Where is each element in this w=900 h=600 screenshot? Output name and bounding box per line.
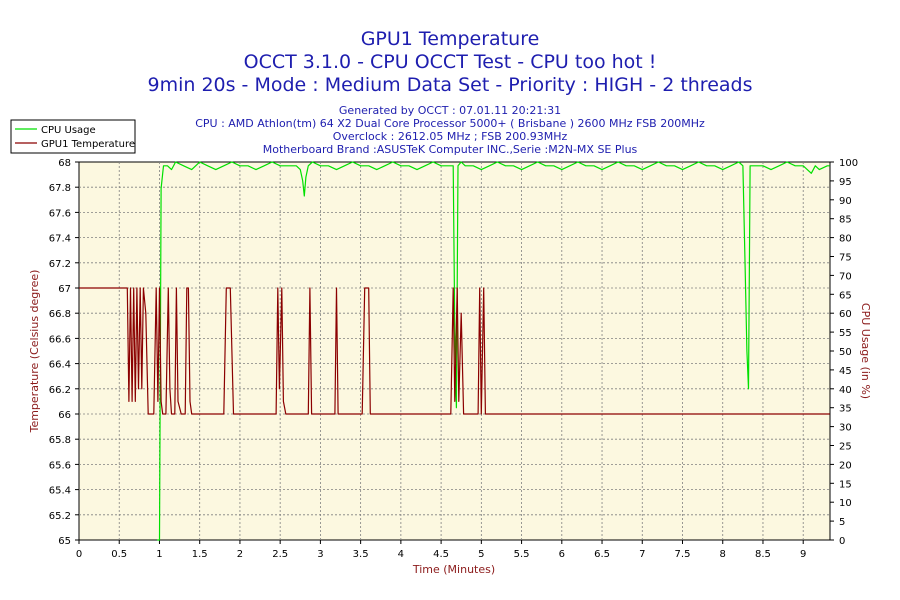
legend: CPU Usage GPU1 Temperature	[10, 119, 136, 154]
x-tick-label: 0.5	[111, 549, 127, 560]
x-tick-label: 8	[720, 549, 726, 560]
title-line-1: GPU1 Temperature	[361, 28, 540, 50]
left-tick-label: 65	[58, 536, 71, 547]
right-tick-label: 65	[839, 290, 852, 301]
left-tick-label: 67.2	[49, 259, 71, 270]
subtitle-line-2: CPU : AMD Athlon(tm) 64 X2 Dual Core Pro…	[195, 117, 705, 130]
x-axis-ticks: 0 0.5 1 1.5 2 2.5 3 3.5 4 4.5 5 5.5 6 6.5 7 7.5 8 8.5 9	[76, 540, 806, 560]
right-tick-label: 80	[839, 234, 852, 245]
left-tick-label: 65.4	[49, 486, 71, 497]
x-tick-label: 6.5	[594, 549, 610, 560]
right-tick-label: 95	[839, 177, 852, 188]
right-tick-label: 85	[839, 215, 852, 226]
right-tick-label: 35	[839, 404, 852, 415]
right-tick-label: 30	[839, 423, 852, 434]
left-tick-label: 66.8	[49, 309, 71, 320]
x-axis-title: Time (Minutes)	[412, 563, 495, 576]
x-tick-label: 0	[76, 549, 82, 560]
left-tick-label: 67.8	[49, 183, 71, 194]
left-tick-label: 65.2	[49, 511, 71, 522]
series-line-cpu-usage	[157, 161, 830, 541]
right-tick-label: 45	[839, 366, 852, 377]
left-axis-title: Temperature (Celsius degree)	[28, 270, 41, 434]
x-tick-label: 7.5	[675, 549, 691, 560]
right-tick-label: 70	[839, 271, 852, 282]
right-tick-label: 10	[839, 498, 852, 509]
left-axis-ticks: 65 65.2 65.4 65.6 65.8 66 66.2 66.4 66.6 66.8 67 67…	[49, 158, 79, 547]
right-tick-label: 60	[839, 309, 852, 320]
right-tick-label: 25	[839, 442, 852, 453]
subtitle-line-4: Motherboard Brand :ASUSTeK Computer INC.…	[263, 143, 638, 156]
x-tick-label: 2.5	[272, 549, 288, 560]
x-tick-label: 3.5	[353, 549, 369, 560]
x-tick-label: 8.5	[755, 549, 771, 560]
x-tick-label: 3	[317, 549, 323, 560]
x-tick-label: 5	[478, 549, 484, 560]
left-tick-label: 65.8	[49, 435, 71, 446]
left-tick-label: 67.6	[49, 208, 71, 219]
right-tick-label: 0	[839, 536, 845, 547]
subtitle-line-1: Generated by OCCT : 07.01.11 20:21:31	[339, 104, 561, 117]
left-tick-label: 66.4	[49, 360, 71, 371]
legend-label-cpu-usage: CPU Usage	[41, 125, 96, 136]
right-tick-label: 55	[839, 328, 852, 339]
x-tick-label: 4	[398, 549, 404, 560]
x-tick-label: 9	[800, 549, 806, 560]
right-tick-label: 75	[839, 253, 852, 264]
left-tick-label: 66.2	[49, 385, 71, 396]
x-tick-label: 6	[559, 549, 565, 560]
titles: GPU1 Temperature OCCT 3.1.0 - CPU OCCT T…	[147, 28, 752, 156]
x-tick-label: 1	[156, 549, 162, 560]
x-tick-label: 2	[237, 549, 243, 560]
title-line-3: 9min 20s - Mode : Medium Data Set - Prio…	[147, 74, 752, 96]
series-layer	[79, 161, 830, 541]
left-tick-label: 66	[58, 410, 71, 421]
subtitle-line-3: Overclock : 2612.05 MHz ; FSB 200.93MHz	[333, 130, 568, 143]
right-tick-label: 20	[839, 460, 852, 471]
right-axis-ticks: 0 5 10 15 20 25 30 35 40 45 50 55 60 65 70 75 80 85 90 95 10…	[830, 158, 858, 547]
left-tick-label: 67.4	[49, 234, 71, 245]
left-tick-label: 68	[58, 158, 71, 169]
series-line-gpu1-temperature	[79, 287, 830, 415]
right-tick-label: 50	[839, 347, 852, 358]
right-tick-label: 90	[839, 196, 852, 207]
legend-label-gpu1-temperature: GPU1 Temperature	[41, 139, 135, 150]
right-tick-label: 100	[839, 158, 858, 169]
left-tick-label: 66.6	[49, 334, 71, 345]
x-tick-label: 4.5	[433, 549, 449, 560]
right-tick-label: 5	[839, 517, 845, 528]
x-tick-label: 5.5	[514, 549, 530, 560]
left-tick-label: 65.6	[49, 460, 71, 471]
right-tick-label: 40	[839, 385, 852, 396]
legend-box	[10, 119, 136, 154]
right-axis-title: CPU Usage (in %)	[859, 303, 872, 399]
right-tick-label: 15	[839, 479, 852, 490]
left-tick-label: 67	[58, 284, 71, 295]
x-tick-label: 7	[639, 549, 645, 560]
title-line-2: OCCT 3.1.0 - CPU OCCT Test - CPU too hot…	[244, 51, 657, 73]
x-tick-label: 1.5	[192, 549, 208, 560]
